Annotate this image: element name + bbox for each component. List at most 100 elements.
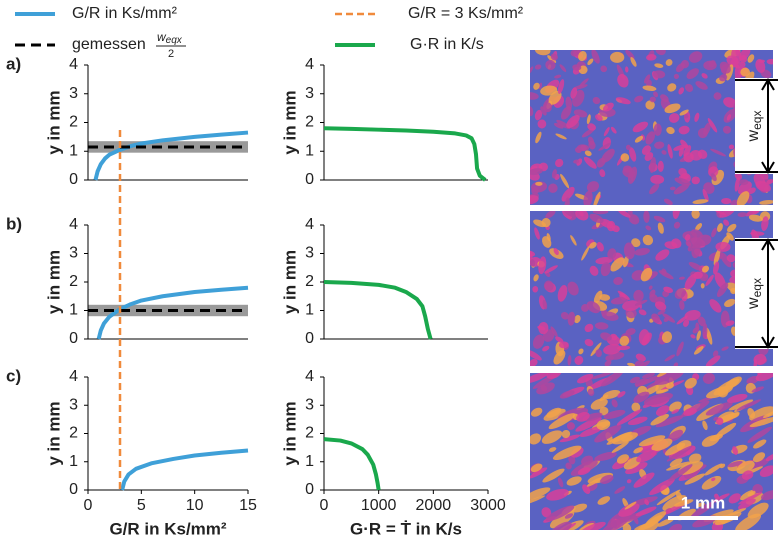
grain: [577, 144, 590, 151]
annotation-label: weqx: [745, 111, 764, 143]
grain: [530, 373, 549, 384]
grain: [753, 439, 767, 449]
grain: [705, 274, 714, 287]
grain: [713, 378, 740, 396]
annotation-sub: eqx: [750, 278, 764, 297]
grain: [575, 417, 602, 432]
x-tick-label: 5: [137, 497, 146, 514]
grain: [634, 299, 648, 306]
grain: [684, 114, 689, 119]
y-tick-label: 0: [69, 481, 78, 498]
grain: [747, 426, 773, 443]
grain: [603, 344, 621, 355]
grain: [552, 445, 582, 461]
grain: [747, 408, 756, 419]
grain: [542, 468, 565, 483]
grain: [600, 474, 614, 484]
grain: [711, 493, 730, 503]
grain: [695, 81, 708, 90]
grain: [688, 262, 704, 272]
grain: [530, 168, 543, 176]
grain: [581, 128, 595, 138]
y-axis-label: y in mm: [44, 401, 63, 465]
grain: [534, 227, 540, 240]
grain: [661, 268, 667, 275]
grain: [687, 246, 693, 252]
grain: [678, 146, 684, 157]
grain: [662, 313, 676, 323]
grain: [739, 50, 751, 61]
grain: [738, 498, 756, 510]
grain: [611, 225, 620, 233]
grain: [694, 112, 700, 122]
grain: [664, 442, 686, 456]
grain: [675, 491, 683, 501]
grain: [559, 434, 581, 443]
grain: [610, 333, 618, 341]
y-axis-label: y in mm: [280, 250, 299, 314]
grain: [542, 345, 550, 352]
grain: [642, 85, 657, 91]
grain: [673, 221, 681, 229]
grain: [697, 149, 708, 159]
grain: [634, 95, 644, 103]
grain: [617, 211, 631, 218]
grain: [602, 102, 614, 112]
grain: [644, 511, 667, 527]
grain: [641, 145, 652, 155]
grain: [550, 53, 558, 61]
grain: [702, 323, 708, 339]
grain: [557, 79, 565, 94]
grain: [545, 505, 575, 522]
x-tick-label: 15: [239, 497, 257, 514]
grain: [635, 506, 657, 517]
grain: [696, 502, 705, 508]
grain: [530, 195, 539, 205]
y-tick-label: 4: [69, 56, 78, 73]
grain: [726, 114, 732, 121]
grain: [693, 346, 704, 355]
grain: [587, 58, 594, 66]
grain: [572, 84, 588, 90]
grain: [623, 242, 635, 260]
grain: [751, 386, 764, 393]
grain: [545, 211, 556, 219]
grain: [635, 353, 646, 362]
grain: [673, 73, 680, 79]
grain: [558, 341, 569, 349]
grain: [625, 462, 648, 475]
grain: [571, 503, 588, 513]
grain: [570, 87, 578, 99]
x-tick-label: 0: [84, 497, 93, 514]
grain: [565, 462, 572, 470]
grain: [649, 293, 658, 303]
grain: [587, 388, 595, 396]
grain: [546, 488, 569, 501]
grain: [576, 411, 590, 422]
y-tick-label: 1: [305, 453, 314, 470]
grain: [586, 301, 601, 314]
grain: [530, 349, 542, 361]
grain: [637, 360, 650, 366]
grain: [530, 495, 546, 506]
grain: [674, 499, 694, 507]
grain: [732, 446, 738, 456]
grain: [542, 236, 552, 248]
x-axis-label: G/R in Ks/mm²: [109, 519, 226, 538]
grain: [622, 300, 640, 311]
panel-label: b): [6, 214, 22, 233]
grain: [604, 360, 612, 366]
grain: [692, 199, 709, 205]
grain: [559, 64, 567, 72]
grain: [715, 417, 724, 426]
grain: [625, 50, 635, 60]
grain: [600, 332, 612, 341]
grain: [755, 59, 766, 73]
grain: [653, 91, 659, 98]
grain: [669, 186, 676, 191]
grain: [664, 103, 681, 114]
grain: [719, 211, 735, 218]
grain: [541, 218, 551, 228]
grain: [530, 259, 536, 267]
annotation-sub: eqx: [750, 111, 764, 130]
